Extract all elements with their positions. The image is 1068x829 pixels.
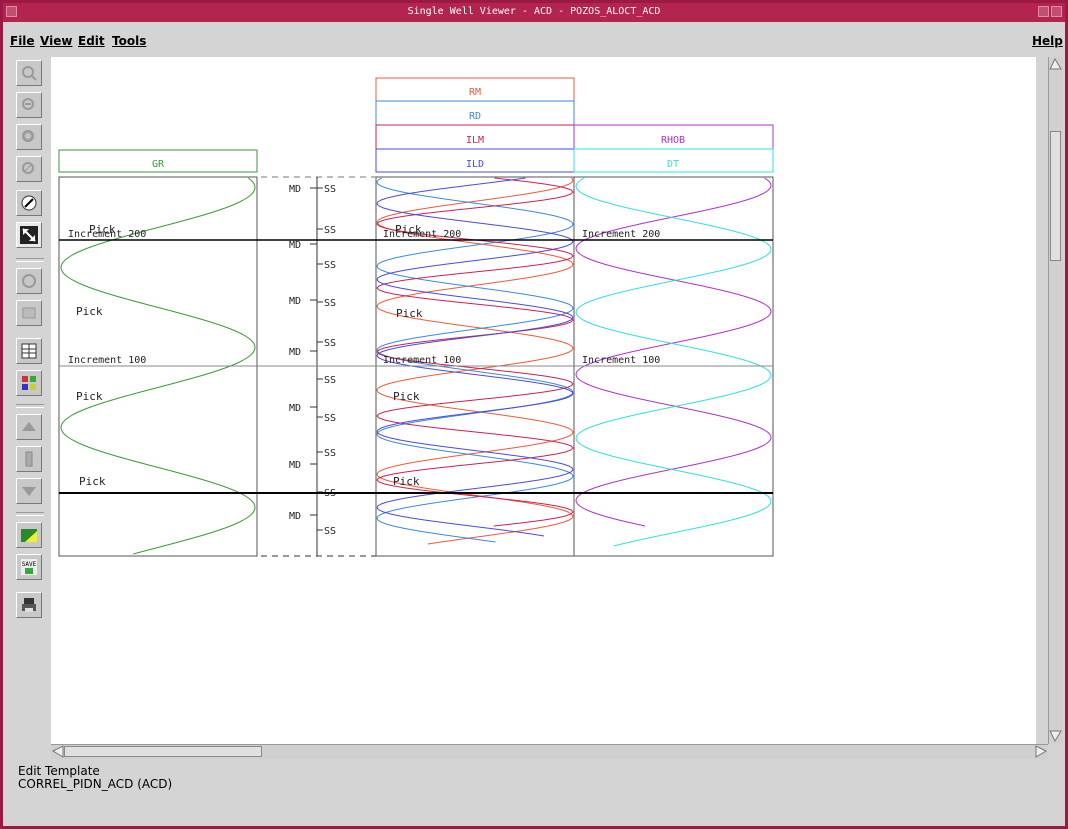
toolbar-separator [16,258,44,262]
scroll-left-arrow-icon[interactable] [51,745,65,758]
vertical-scrollbar[interactable] [1048,57,1063,744]
ss-depth-label: SS [324,375,336,386]
scroll-right-arrow-icon[interactable] [1034,745,1048,758]
pick-label-res-3: Pick [393,390,420,403]
ss-depth-label: SS [324,225,336,236]
page-icon[interactable] [16,300,42,326]
menu-edit-label: Edit [78,34,105,48]
window-menu-button[interactable] [6,6,17,17]
color-grid-icon[interactable] [16,370,42,396]
resize-arrows-icon[interactable] [16,222,42,248]
pick-label-4: Pick [79,475,106,488]
scroll-down-icon[interactable] [16,478,42,504]
status-line-1: Edit Template [18,764,100,778]
zoom-fit-icon[interactable] [16,124,42,150]
menu-file[interactable]: File [10,34,35,48]
ild-header-label: ILD [466,159,484,170]
menu-view-label: View [40,34,73,48]
md-depth-label: MD [289,403,301,414]
toolbar-separator [16,404,44,408]
increment-200-label-res: Increment 200 [383,229,461,240]
pick-label-3: Pick [76,390,103,403]
title-bar: Single Well Viewer - ACD - POZOS_ALOCT_A… [3,3,1065,22]
layout-grid-icon[interactable] [16,338,42,364]
vertical-scroll-thumb[interactable] [1050,131,1061,261]
horizontal-scroll-thumb[interactable] [64,746,262,757]
ss-depth-label: SS [324,526,336,537]
ss-depth-label: SS [324,260,336,271]
ilm-header-label: ILM [466,135,484,146]
pick-label-1: Pick [89,223,116,236]
pick-label-res-1: Pick [395,223,422,236]
ss-depth-label: SS [324,184,336,195]
print-icon[interactable] [16,592,42,618]
md-depth-label: MD [289,511,301,522]
zoom-in-icon[interactable] [16,60,42,86]
svg-text:SAVE: SAVE [22,561,37,568]
depth-labels: MDMDMDMDMDMDMDSSSSSSSSSSSSSSSSSSSS [289,184,336,537]
menu-bar: File View Edit Tools Help [10,31,1063,53]
menu-edit[interactable]: Edit [78,34,105,48]
ss-depth-label: SS [324,298,336,309]
md-depth-label: MD [289,184,301,195]
status-area: Edit Template CORREL_PIDN_ACD (ACD) [18,765,172,791]
maximize-button[interactable] [1051,6,1062,17]
gr-header-label: GR [152,159,165,170]
md-depth-label: MD [289,347,301,358]
rd-curve [376,177,574,543]
md-depth-label: MD [289,240,301,251]
ss-depth-label: SS [324,338,336,349]
menu-help-label: Help [1032,34,1063,48]
increment-200-label-den: Increment 200 [582,229,660,240]
dt-header-box [573,148,774,173]
ild-curve [376,177,574,537]
pick-label-2: Pick [76,305,103,318]
edit-pencil-icon[interactable] [16,190,42,216]
refresh-icon[interactable] [16,268,42,294]
window-title: Single Well Viewer - ACD - POZOS_ALOCT_A… [407,6,661,17]
zoom-out-icon[interactable] [16,92,42,118]
zoom-disabled-icon[interactable] [16,156,42,182]
save-icon[interactable]: SAVE [16,554,42,580]
dt-header-label: DT [667,159,679,170]
menu-view[interactable]: View [40,34,72,48]
increment-100-label-gr: Increment 100 [68,355,146,366]
well-icon[interactable] [16,446,42,472]
toolbar-separator [16,512,44,516]
pick-label-res-2: Pick [396,307,423,320]
increment-200-label-gr: Increment 200 [68,229,146,240]
gr-header-box [58,149,258,173]
menu-tools[interactable]: Tools [112,34,146,48]
rhob-header-label: RHOB [661,135,685,146]
rm-curve [376,177,574,545]
menu-help[interactable]: Help [1032,34,1063,48]
rd-header-label: RD [469,111,481,122]
scroll-up-arrow-icon[interactable] [1049,57,1062,71]
minimize-button[interactable] [1038,6,1049,17]
scroll-up-icon[interactable] [16,414,42,440]
ss-depth-label: SS [324,448,336,459]
status-line-2: CORREL_PIDN_ACD (ACD) [18,777,173,791]
md-depth-label: MD [289,460,301,471]
horizontal-scrollbar[interactable] [51,744,1048,759]
well-viewer-canvas[interactable]: GR RM RD ILM ILD RHOB DT MD MD MD MD MD MD MD S… [51,57,1036,744]
rhob-curve [575,177,772,527]
ss-depth-label: SS [324,413,336,424]
ilm-curve [376,177,574,527]
increment-100-label-res: Increment 100 [383,355,461,366]
rm-header-label: RM [469,87,481,98]
menu-tools-label: Tools [112,34,147,48]
md-depth-label: MD [289,296,301,307]
color-folder-icon[interactable] [16,522,42,548]
pick-label-res-4: Pick [393,475,420,488]
increment-100-label-den: Increment 100 [582,355,660,366]
menu-file-label: File [10,34,35,48]
well-log-plot: GR RM RD ILM ILD RHOB DT MD MD MD MD MD MD MD S… [58,77,774,557]
scroll-down-arrow-icon[interactable] [1049,729,1062,743]
